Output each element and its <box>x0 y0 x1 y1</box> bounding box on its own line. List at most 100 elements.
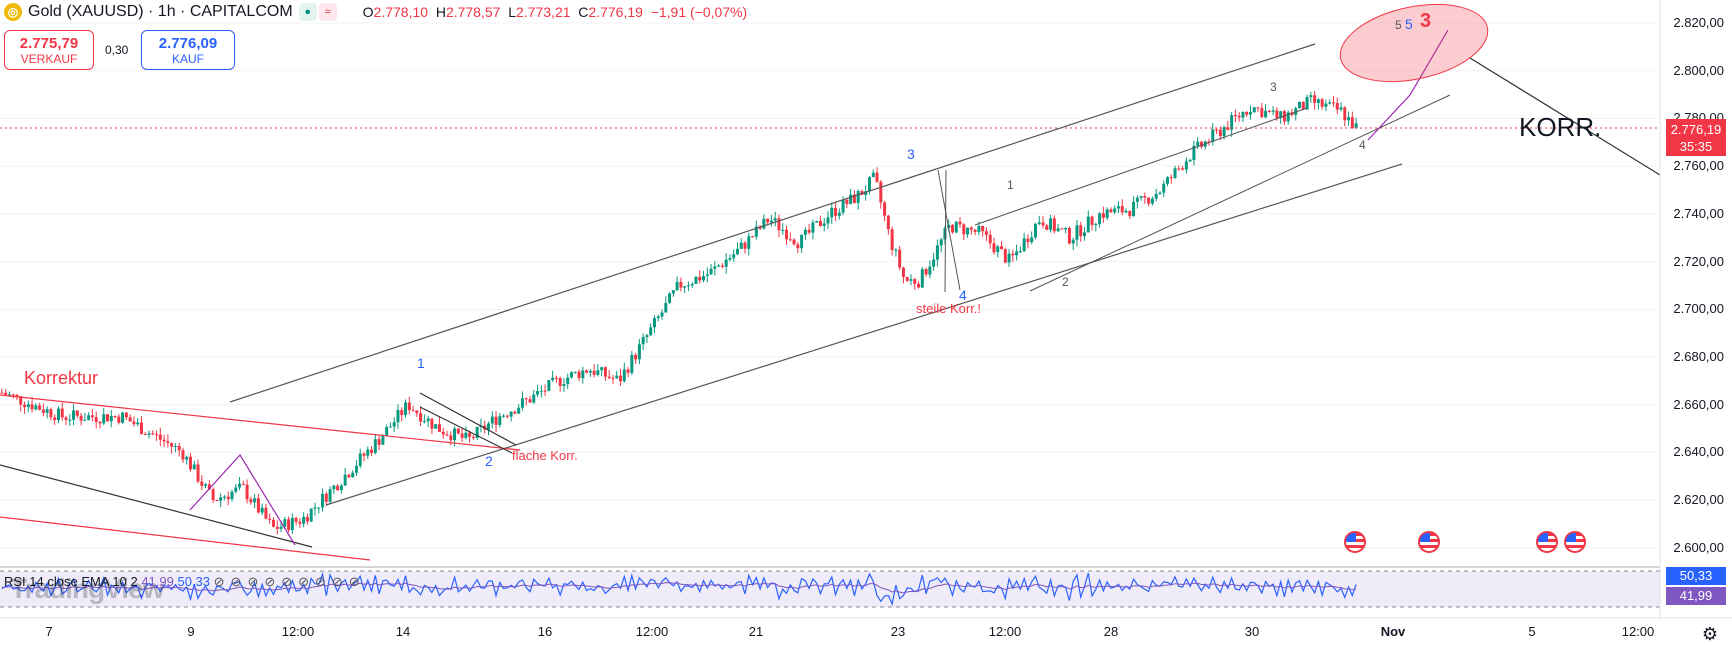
subwave-3-label: 3 <box>1270 80 1277 94</box>
candle-body <box>502 415 506 417</box>
candle-body <box>290 517 294 531</box>
candle-body <box>302 516 306 524</box>
candle-body <box>260 507 264 513</box>
candle-body <box>411 410 415 412</box>
candle-body <box>664 302 668 313</box>
candle-body <box>328 489 332 502</box>
candle-body <box>950 224 954 233</box>
candle-body <box>1335 102 1339 110</box>
candle-body <box>4 392 8 395</box>
candle-body <box>1064 228 1068 230</box>
time-tick-label: 12:00 <box>988 624 1022 639</box>
candle-body <box>219 497 223 501</box>
candle-body <box>769 220 773 223</box>
candle-body <box>30 404 34 410</box>
candle-body <box>64 417 68 420</box>
candle-body <box>622 369 626 382</box>
candle-body <box>392 422 396 427</box>
time-tick-label: 12:00 <box>1621 624 1655 639</box>
candle-body <box>453 428 457 441</box>
time-tick-label: 14 <box>395 624 411 639</box>
candle-body <box>1279 111 1283 118</box>
candle-body <box>913 279 917 284</box>
us-event-flag-icon[interactable] <box>1418 531 1440 553</box>
candle-body <box>1252 107 1256 113</box>
candle-body <box>603 367 607 377</box>
rsi-ma-tag: 50,33 <box>1666 567 1726 585</box>
korr-projection-line <box>1469 57 1661 176</box>
candle-body <box>166 441 170 443</box>
candle-body <box>211 489 215 500</box>
candle-body <box>920 269 924 288</box>
candle-body <box>1215 129 1219 131</box>
us-event-flag-icon[interactable] <box>1564 531 1586 553</box>
candle-body <box>1271 110 1275 112</box>
candle-body <box>98 421 102 424</box>
candle-body <box>905 276 909 281</box>
us-event-flag-icon[interactable] <box>1344 531 1366 553</box>
candle-body <box>102 414 106 424</box>
rsi-visibility-icons[interactable]: ⊘⊘⊘⊘⊘⊘⊘⊘⊘ <box>213 574 366 589</box>
candle-body <box>679 281 683 288</box>
candle-body <box>943 228 947 240</box>
sell-button[interactable]: 2.775,79 VERKAUF <box>4 30 94 70</box>
candle-body <box>283 519 287 527</box>
candle-body <box>136 422 140 425</box>
trend-lines <box>0 29 1661 561</box>
candle-body <box>1301 101 1305 110</box>
candle-body <box>1143 196 1147 198</box>
candle-body <box>641 337 645 345</box>
candle-body <box>532 394 536 403</box>
candle-body <box>924 269 928 275</box>
candle-body <box>294 517 298 522</box>
wave-3-label: 3 <box>907 146 915 162</box>
sell-price: 2.775,79 <box>19 35 79 52</box>
wave5-purple-path <box>1367 29 1449 141</box>
candle-body <box>279 526 283 529</box>
candle-body <box>815 220 819 223</box>
wave-4-label: 4 <box>959 287 967 303</box>
korr-label: KORR. <box>1519 112 1602 142</box>
candle-body <box>856 191 860 203</box>
us-event-flag-icon[interactable] <box>1536 531 1558 553</box>
candle-body <box>347 474 351 478</box>
current-price-tag: 2.776,19 35:35 <box>1666 119 1726 156</box>
candle-body <box>962 224 966 235</box>
settings-gear-icon[interactable]: ⚙ <box>1701 624 1718 644</box>
buy-price: 2.776,09 <box>158 35 218 52</box>
candle-body <box>796 244 800 249</box>
candle-body <box>49 409 53 418</box>
candle-body <box>207 484 211 490</box>
candle-body <box>1030 237 1034 243</box>
candle-body <box>373 439 377 453</box>
buy-button[interactable]: 2.776,09 KAUF <box>141 30 235 70</box>
indicator-status-pill[interactable]: ● ≈ <box>298 3 337 21</box>
candle-body <box>1184 161 1188 170</box>
candle-body <box>7 394 11 396</box>
candle-body <box>581 370 585 379</box>
symbol-title[interactable]: Gold (XAUUSD) · 1h · CAPITALCOM <box>28 3 293 20</box>
candle-body <box>200 481 204 486</box>
candle-body <box>547 380 551 391</box>
candle-body <box>566 377 570 385</box>
target-zone-ellipse <box>1339 3 1489 83</box>
ohlc-values: O2.778,10 H2.778,57 L2.773,21 C2.776,19 … <box>362 4 748 20</box>
candle-body <box>1015 251 1019 256</box>
price-tick-label: 2.760,00 <box>1673 158 1724 174</box>
candle-body <box>192 464 196 470</box>
candle-body <box>785 229 789 240</box>
rsi-legend[interactable]: RSI 14 close EMA 10 2 41,99 50,33 ⊘⊘⊘⊘⊘⊘… <box>4 574 366 590</box>
wave-2-label: 2 <box>485 453 493 469</box>
candle-body <box>400 410 404 416</box>
candle-body <box>1241 111 1245 118</box>
candle-body <box>222 496 226 498</box>
candle-body <box>471 436 475 438</box>
candle-body <box>309 508 313 522</box>
candle-body <box>834 207 838 216</box>
candle-body <box>1245 111 1249 115</box>
candle-body <box>1354 123 1358 129</box>
candle-body <box>803 229 807 235</box>
candle-body <box>460 433 464 438</box>
candle-body <box>396 410 400 423</box>
